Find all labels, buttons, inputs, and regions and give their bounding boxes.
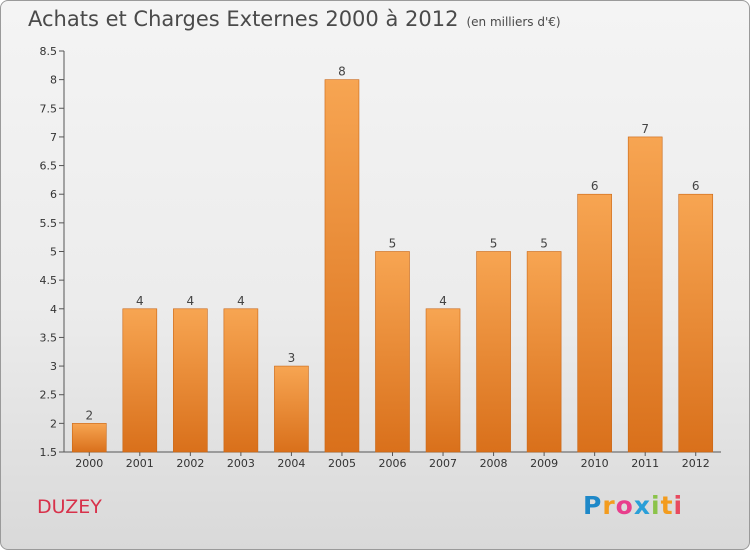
bar — [274, 365, 309, 453]
y-tick-label: 8 — [50, 74, 57, 87]
data-label: 6 — [692, 179, 700, 193]
data-label: 3 — [288, 351, 296, 365]
data-label: 4 — [237, 294, 245, 308]
x-tick-label: 2000 — [75, 457, 103, 470]
bar — [627, 136, 663, 453]
x-tick-label: 2006 — [379, 457, 407, 470]
bar — [223, 308, 259, 453]
y-tick-label: 3 — [50, 360, 57, 373]
bar — [526, 251, 562, 453]
y-tick-label: 4.5 — [40, 274, 58, 287]
bar — [476, 251, 511, 453]
x-tick-label: 2004 — [277, 457, 305, 470]
y-tick-label: 7.5 — [40, 102, 58, 115]
data-label: 8 — [338, 65, 346, 79]
y-tick-label: 2 — [50, 417, 57, 430]
y-tick-label: 6 — [50, 188, 57, 201]
x-tick-label: 2009 — [530, 457, 558, 470]
y-tick-label: 1.5 — [40, 446, 58, 459]
bars — [71, 79, 714, 453]
bar — [425, 308, 461, 453]
x-tick-label: 2010 — [581, 457, 609, 470]
data-label: 2 — [85, 408, 93, 422]
y-tick-label: 5 — [50, 246, 57, 259]
commune-name: DUZEY — [37, 496, 102, 518]
chart-title-text: Achats et Charges Externes 2000 à 2012 — [28, 7, 459, 31]
bar — [577, 193, 612, 453]
data-label: 7 — [641, 122, 649, 136]
logo-letter: x — [633, 491, 651, 520]
data-label: 5 — [389, 237, 397, 251]
data-label: 4 — [439, 294, 447, 308]
logo-letter: r — [602, 491, 616, 520]
bar — [173, 308, 208, 453]
bar — [324, 79, 360, 453]
data-label: 4 — [187, 294, 195, 308]
logo-letter: P — [583, 491, 603, 520]
logo-letter: i — [651, 491, 661, 520]
data-label: 5 — [490, 237, 498, 251]
data-label: 6 — [591, 179, 599, 193]
data-label: 4 — [136, 294, 144, 308]
y-tick-label: 8.5 — [40, 45, 58, 58]
chart-subtitle: (en milliers d'€) — [466, 15, 561, 29]
logo-letter: t — [660, 491, 674, 520]
bar — [122, 308, 158, 453]
bar — [71, 423, 107, 453]
chart-title: Achats et Charges Externes 2000 à 2012 (e… — [28, 7, 561, 31]
y-tick-label: 4 — [50, 303, 57, 316]
x-tick-label: 2002 — [176, 457, 204, 470]
x-tick-label: 2011 — [631, 457, 659, 470]
y-tick-label: 7 — [50, 131, 57, 144]
bar — [375, 251, 410, 453]
x-tick-label: 2012 — [682, 457, 710, 470]
logo-letter: i — [673, 491, 684, 520]
x-tick-label: 2007 — [429, 457, 457, 470]
y-tick-label: 2.5 — [40, 389, 58, 402]
logo-letter: o — [615, 491, 634, 520]
proxiti-logo: Proxiti — [583, 491, 683, 520]
y-tick-label: 6.5 — [40, 160, 58, 173]
x-tick-label: 2001 — [126, 457, 154, 470]
x-tick-label: 2005 — [328, 457, 356, 470]
y-tick-label: 5.5 — [40, 217, 58, 230]
data-labels: 2 4 4 4 3 8 5 4 5 5 6 7 6 — [85, 65, 699, 423]
bar — [678, 193, 714, 453]
data-label: 5 — [540, 237, 548, 251]
y-tick-label: 3.5 — [40, 331, 58, 344]
x-tick-label: 2008 — [480, 457, 508, 470]
x-tick-label: 2003 — [227, 457, 255, 470]
axes: 1.5 2 2.5 3 3.5 4 4.5 5 5.5 6 6.5 7 7.5 8 8.5 2000 2001 2… — [40, 45, 721, 470]
